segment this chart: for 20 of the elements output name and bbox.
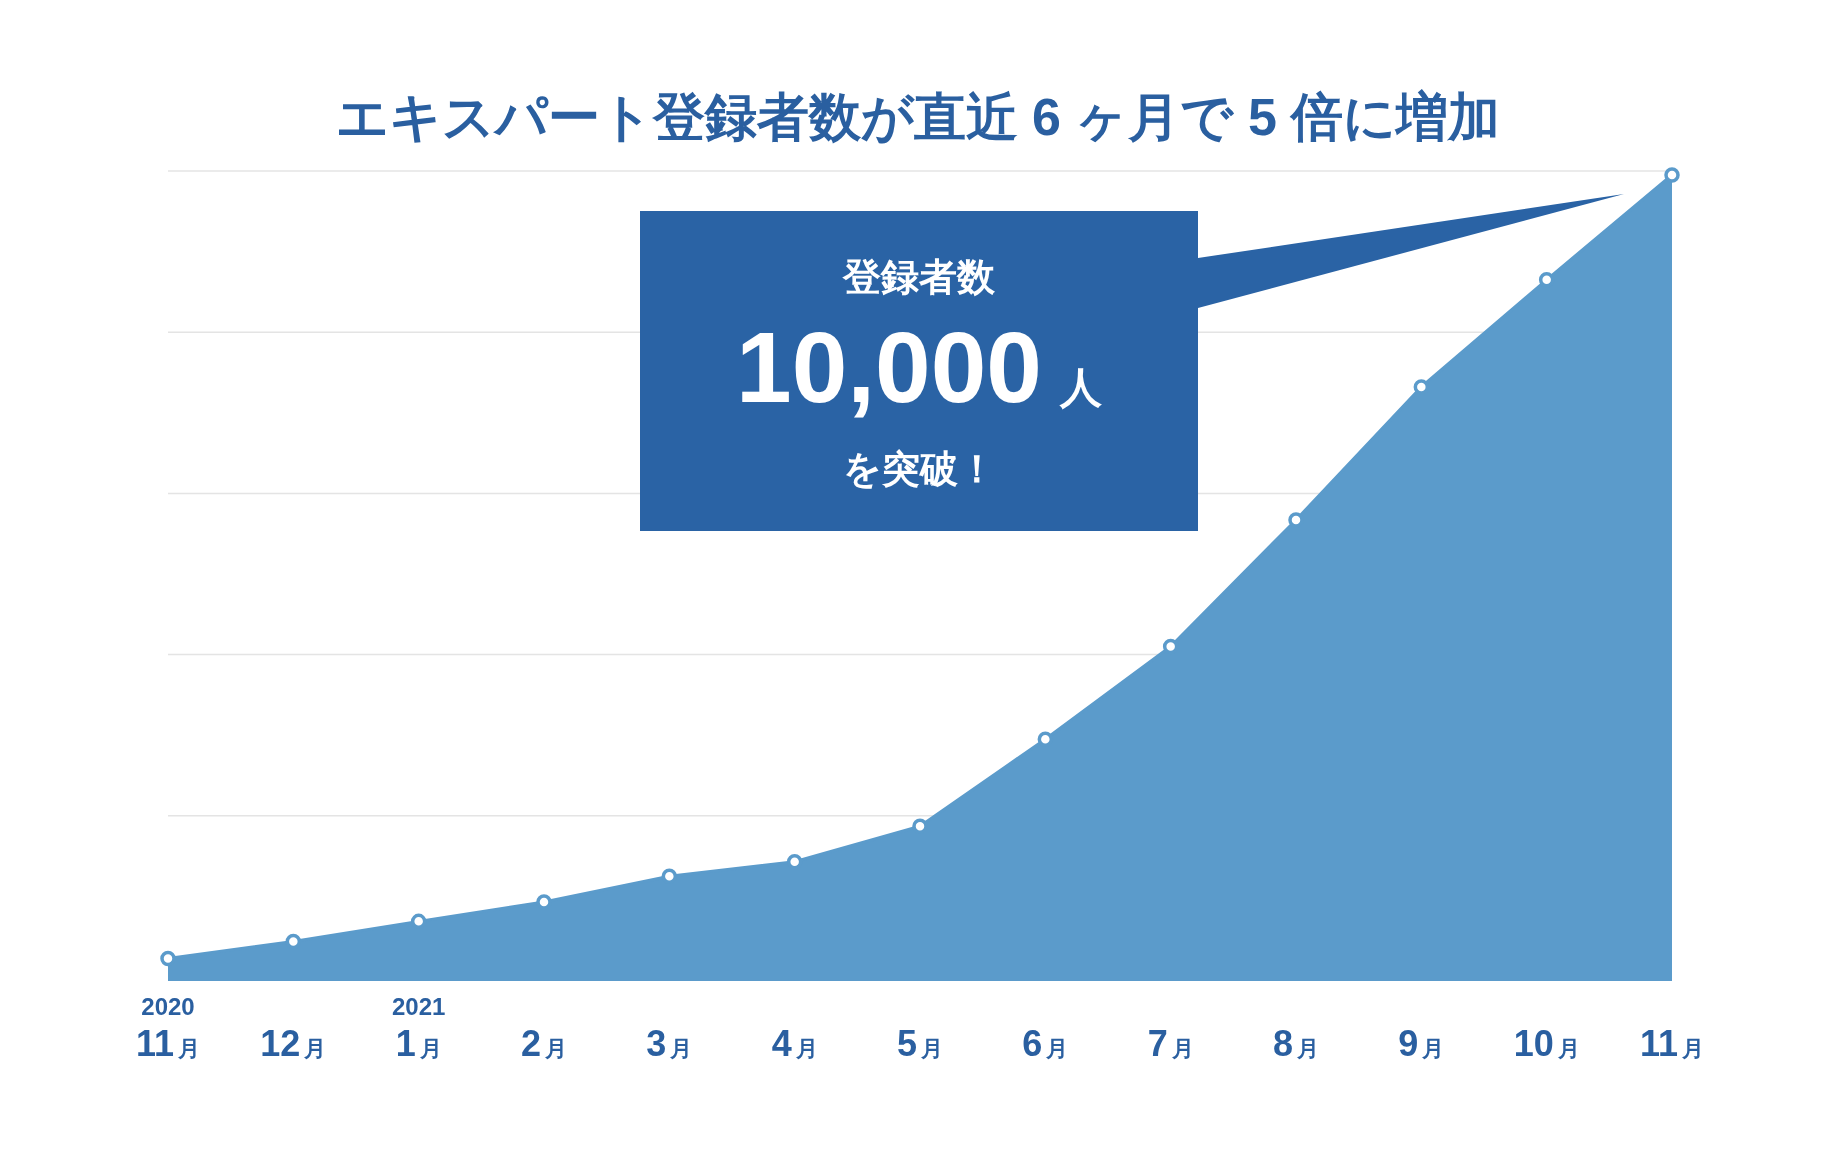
x-tick-label: 6月 (1022, 1023, 1069, 1064)
x-tick-label: 11月 (135, 1023, 201, 1064)
x-tick-label: 2月 (520, 1023, 568, 1064)
x-tick-label: 1月 (395, 1023, 442, 1064)
x-tick-label: 3月 (646, 1023, 693, 1064)
annotation: 登録者数 (842, 256, 996, 298)
text: 2020 (141, 993, 195, 1020)
x-tick-label: 11月 (1639, 1023, 1705, 1064)
x-tick-label: 7月 (1147, 1023, 1194, 1064)
x-tick-label: 5月 (896, 1023, 944, 1064)
annotation: を突破！ (842, 448, 996, 490)
x-tick-label: 12月 (260, 1023, 327, 1064)
x-tick-label: 4月 (771, 1023, 818, 1064)
x-tick-label: 9月 (1398, 1023, 1445, 1064)
x-tick-label: 8月 (1272, 1023, 1320, 1064)
x-tick-label: 10月 (1513, 1023, 1580, 1064)
point (1664, 167, 1680, 183)
chart-title: エキスパート登録者数が直近 6 ヶ月で 5 倍に増加 (335, 88, 1501, 146)
point (160, 950, 176, 967)
text: 2021 (391, 993, 446, 1020)
